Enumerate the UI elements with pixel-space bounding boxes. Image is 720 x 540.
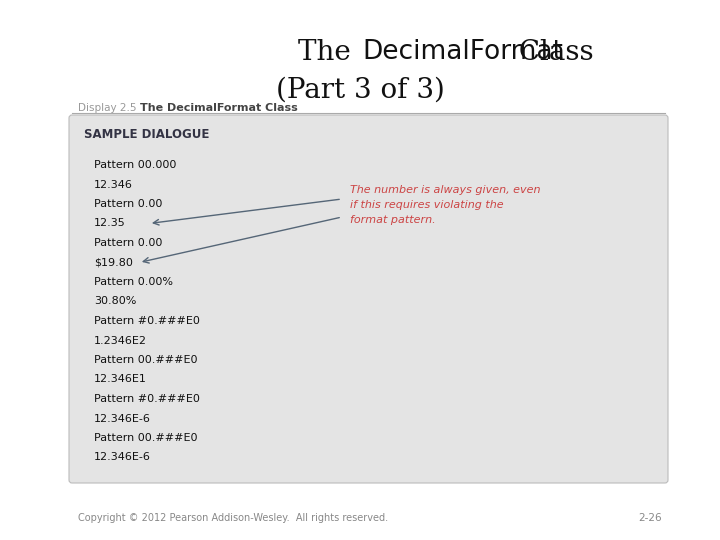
Text: The DecimalFormat Class: The DecimalFormat Class (140, 103, 298, 113)
Text: (Part 3 of 3): (Part 3 of 3) (276, 77, 444, 104)
Text: 2-26: 2-26 (639, 513, 662, 523)
Text: $19.80: $19.80 (94, 258, 133, 267)
Text: Pattern 0.00%: Pattern 0.00% (94, 277, 173, 287)
Text: Class: Class (510, 38, 593, 65)
Text: 12.346: 12.346 (94, 179, 133, 190)
Text: SAMPLE DIALOGUE: SAMPLE DIALOGUE (84, 129, 210, 141)
Text: The number is always given, even
if this requires violating the
format pattern.: The number is always given, even if this… (350, 185, 541, 225)
Text: Pattern 00.###E0: Pattern 00.###E0 (94, 433, 197, 443)
Text: Pattern 00.000: Pattern 00.000 (94, 160, 176, 170)
Text: Copyright © 2012 Pearson Addison-Wesley.  All rights reserved.: Copyright © 2012 Pearson Addison-Wesley.… (78, 513, 388, 523)
Text: 12.35: 12.35 (94, 219, 126, 228)
Text: Display 2.5: Display 2.5 (78, 103, 137, 113)
Text: The: The (298, 38, 360, 65)
Text: Pattern 00.###E0: Pattern 00.###E0 (94, 355, 197, 365)
FancyBboxPatch shape (69, 115, 668, 483)
Text: Pattern #0.###E0: Pattern #0.###E0 (94, 316, 200, 326)
Text: 12.346E-6: 12.346E-6 (94, 453, 151, 462)
Text: 1.2346E2: 1.2346E2 (94, 335, 147, 346)
Text: DecimalFormat: DecimalFormat (362, 39, 563, 65)
Text: 30.80%: 30.80% (94, 296, 136, 307)
Text: 12.346E1: 12.346E1 (94, 375, 147, 384)
Text: Pattern 0.00: Pattern 0.00 (94, 238, 163, 248)
Text: Pattern #0.###E0: Pattern #0.###E0 (94, 394, 200, 404)
Text: 12.346E-6: 12.346E-6 (94, 414, 151, 423)
Text: Pattern 0.00: Pattern 0.00 (94, 199, 163, 209)
